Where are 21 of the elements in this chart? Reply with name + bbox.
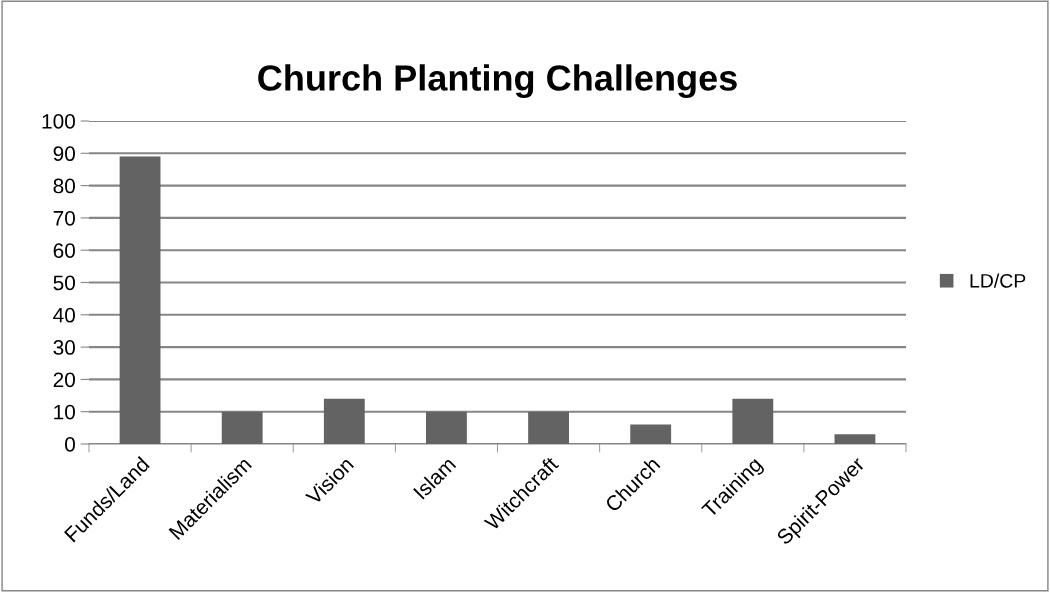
y-tick-label: 0 [65,437,75,452]
y-tick-label: 40 [53,307,75,323]
legend-label: LD/CP [970,273,1026,288]
y-tick-label: 80 [53,178,75,194]
y-tick-label: 50 [53,275,75,291]
bar [528,411,569,444]
y-tick-label: 20 [53,372,75,388]
bar [221,411,263,444]
bar [426,411,467,444]
y-tick-label: 100 [42,114,75,129]
chart-title: Church Planting Challenges [258,64,737,99]
bar [119,156,161,444]
y-tick-label: 60 [53,243,75,258]
y-tick-label: 70 [53,210,75,226]
y-tick-label: 10 [54,404,75,420]
bar [323,398,365,444]
y-tick-label: 30 [53,340,75,355]
y-tick-label: 90 [53,146,75,162]
bar [834,434,876,444]
bar [732,398,774,444]
bar [630,424,672,444]
